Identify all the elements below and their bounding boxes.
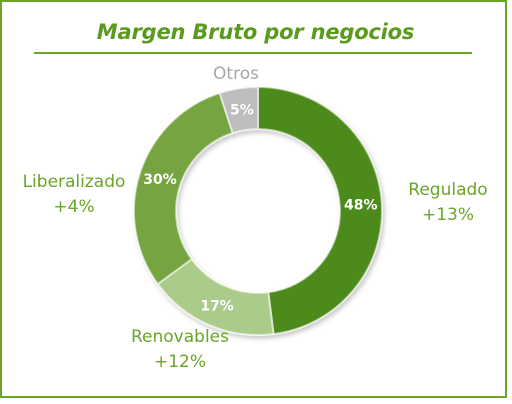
label-regulado: Regulado +13% [388,178,508,228]
chart-title: Margen Bruto por negocios [96,20,415,44]
slice-change-regulado: +13% [421,205,475,225]
slice-change-liberalizado: +4% [53,197,95,217]
title-divider [34,52,472,54]
slice-name-otros: Otros [213,64,259,84]
label-liberalizado: Liberalizado +4% [8,170,140,220]
slice-value-otros: 5% [230,102,254,118]
slice-regulado [257,85,383,336]
slice-otros [218,85,259,135]
label-otros: Otros [196,62,276,87]
slice-name-liberalizado: Liberalizado [22,172,126,192]
slice-change-renovables: +12% [153,352,207,372]
label-renovables: Renovables +12% [110,325,250,375]
slice-liberalizado [133,91,234,286]
slice-value-renovables: 17% [200,299,234,315]
slice-value-liberalizado: 30% [143,172,177,188]
slice-name-renovables: Renovables [131,327,229,347]
slice-name-regulado: Regulado [408,180,488,200]
slice-value-regulado: 48% [344,198,378,214]
